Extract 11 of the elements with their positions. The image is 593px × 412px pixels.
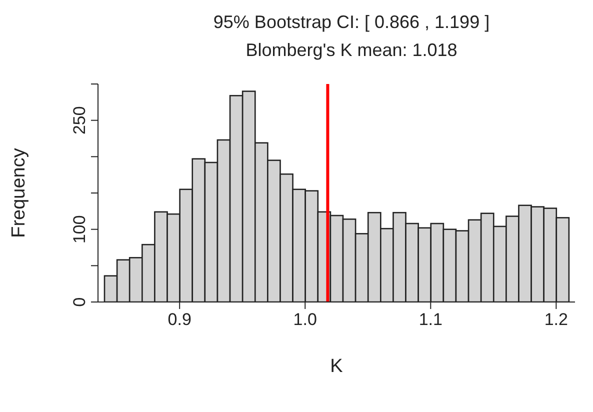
chart-subtitle: Blomberg's K mean: 1.018: [244, 39, 458, 62]
x-tick-label: 1.2: [544, 310, 568, 329]
x-tick-label: 1.1: [418, 310, 442, 329]
x-axis-title: K: [330, 356, 344, 377]
y-axis-title: Frequency: [8, 148, 30, 238]
y-tick-label: 100: [70, 215, 89, 244]
x-tick-label: 1.0: [293, 310, 317, 329]
x-tick-label: 0.9: [168, 310, 192, 329]
y-tick-label: 0: [70, 297, 89, 307]
y-tick-label: 250: [70, 106, 89, 135]
chart-title: 95% Bootstrap CI: [ 0.866 , 1.199 ]: [212, 11, 491, 34]
